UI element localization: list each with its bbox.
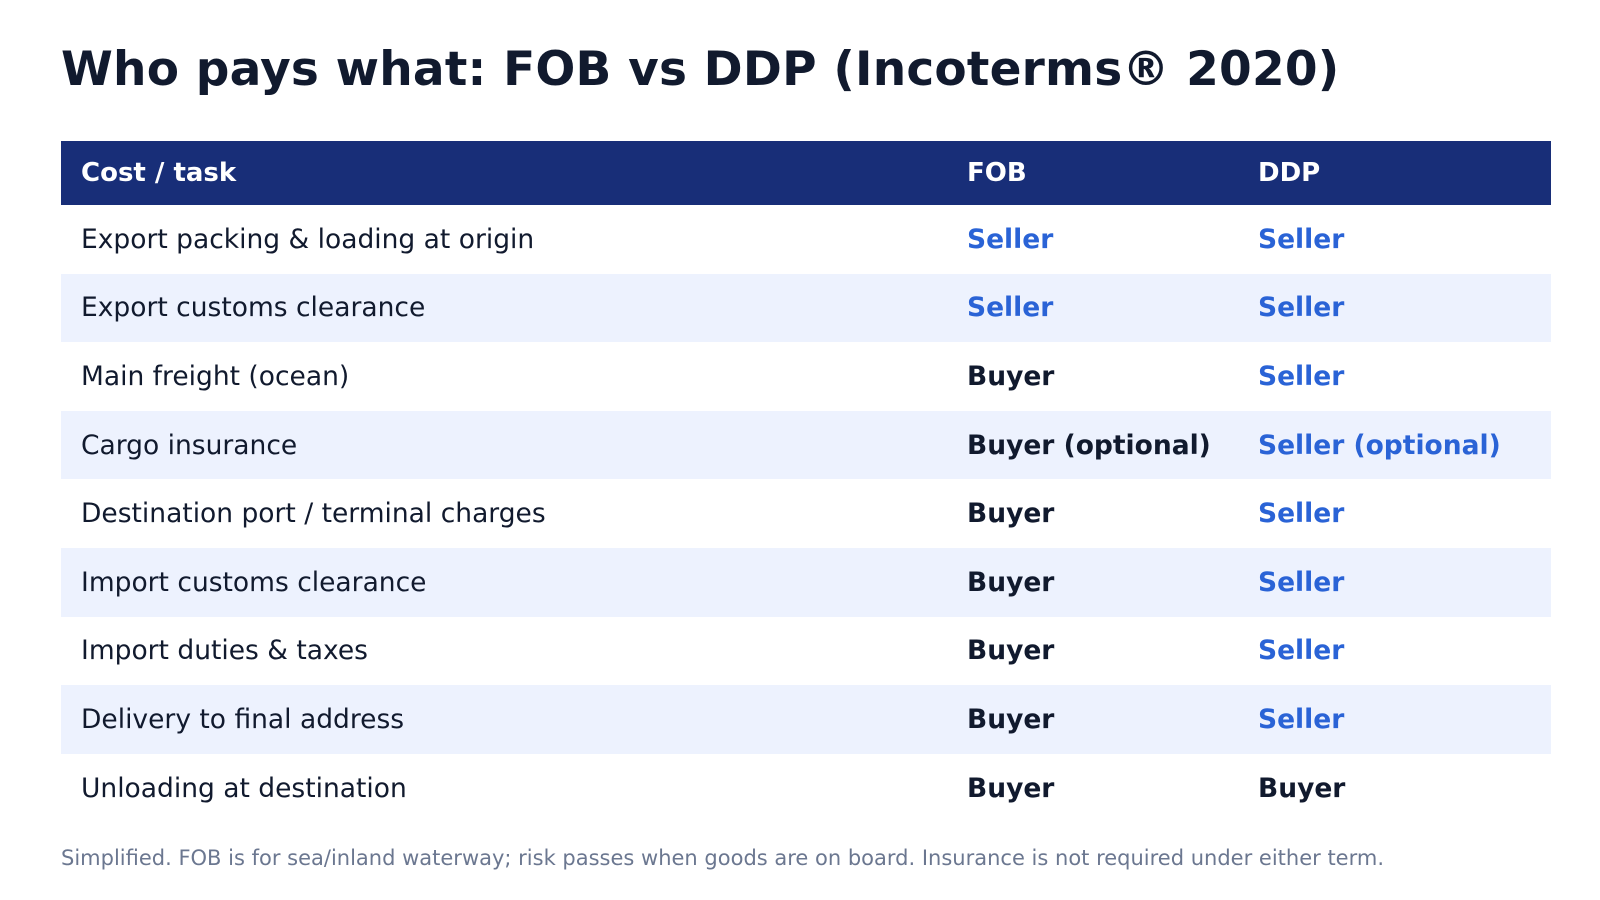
table-row: Cargo insurance Buyer (optional) Seller … <box>61 410 1551 480</box>
table-row: Delivery to final address Buyer Seller <box>61 685 1551 754</box>
table-row: Destination port / terminal charges Buye… <box>61 479 1551 548</box>
ddp-cell: Seller <box>1258 703 1345 735</box>
task-cell: Import customs clearance <box>81 566 427 598</box>
fob-cell: Buyer (optional) <box>967 429 1211 461</box>
task-cell: Import duties & taxes <box>81 635 368 667</box>
ddp-cell: Buyer <box>1258 772 1346 804</box>
ddp-cell: Seller (optional) <box>1258 429 1501 461</box>
fob-cell: Seller <box>967 223 1054 255</box>
table-row: Unloading at destination Buyer Buyer <box>61 754 1551 823</box>
task-cell: Main freight (ocean) <box>81 360 350 392</box>
table-header-row: Cost / task FOB DDP <box>61 141 1551 205</box>
comparison-table: Cost / task FOB DDP Export packing & loa… <box>61 141 1551 822</box>
fob-cell: Buyer <box>967 360 1055 392</box>
fob-cell: Buyer <box>967 772 1055 804</box>
ddp-cell: Seller <box>1258 635 1345 667</box>
ddp-cell: Seller <box>1258 566 1345 598</box>
task-cell: Delivery to final address <box>81 703 405 735</box>
table-row: Import customs clearance Buyer Seller <box>61 547 1551 617</box>
footnote: Simplified. FOB is for sea/inland waterw… <box>61 846 1384 870</box>
task-cell: Export packing & loading at origin <box>81 223 535 255</box>
page-title: Who pays what: FOB vs DDP (Incoterms® 20… <box>61 42 1340 97</box>
column-header-cost-task: Cost / task <box>81 158 237 188</box>
fob-cell: Buyer <box>967 498 1055 530</box>
task-cell: Export customs clearance <box>81 292 426 324</box>
table-row: Import duties & taxes Buyer Seller <box>61 617 1551 686</box>
column-header-ddp: DDP <box>1258 158 1321 188</box>
fob-cell: Buyer <box>967 635 1055 667</box>
ddp-cell: Seller <box>1258 292 1345 324</box>
task-cell: Destination port / terminal charges <box>81 498 546 530</box>
table-row: Export packing & loading at origin Selle… <box>61 205 1551 274</box>
fob-cell: Seller <box>967 292 1054 324</box>
table-row: Main freight (ocean) Buyer Seller <box>61 342 1551 411</box>
fob-cell: Buyer <box>967 703 1055 735</box>
column-header-fob: FOB <box>967 158 1027 188</box>
ddp-cell: Seller <box>1258 498 1345 530</box>
ddp-cell: Seller <box>1258 360 1345 392</box>
task-cell: Cargo insurance <box>81 429 298 461</box>
fob-cell: Buyer <box>967 566 1055 598</box>
ddp-cell: Seller <box>1258 223 1345 255</box>
table-row: Export customs clearance Seller Seller <box>61 273 1551 343</box>
task-cell: Unloading at destination <box>81 772 407 804</box>
